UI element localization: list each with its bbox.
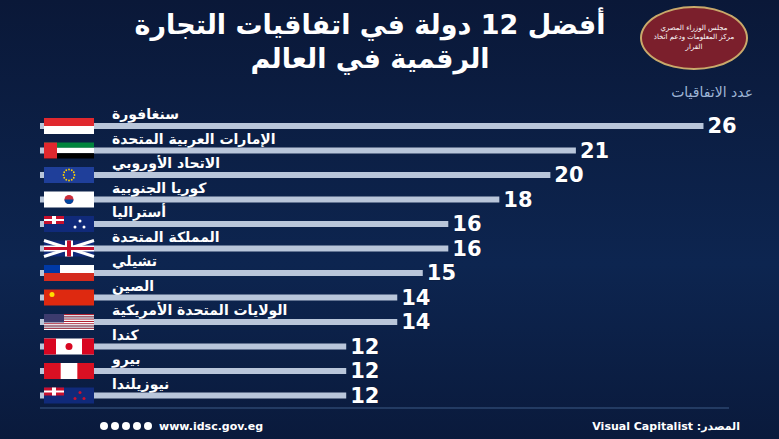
- html-text:مجلس الوزراء المصري: مجلس الوزراء المصري: [660, 24, 728, 33]
- svg-text:12: 12: [350, 335, 379, 359]
- svg-text:16: 16: [452, 237, 481, 261]
- svg-text:21: 21: [580, 139, 609, 163]
- svg-text:بيرو: بيرو: [111, 351, 140, 368]
- svg-text:المملكة المتحدة: المملكة المتحدة: [112, 229, 220, 245]
- svg-text:12: 12: [350, 384, 379, 408]
- svg-text:12: 12: [350, 359, 379, 383]
- svg-text:أستراليا: أستراليا: [112, 203, 166, 221]
- svg-text:26: 26: [707, 114, 736, 138]
- svg-text:16: 16: [452, 212, 481, 236]
- svg-text:15: 15: [427, 261, 456, 285]
- svg-text:الصين: الصين: [112, 278, 154, 295]
- html-text:أفضل 12 دولة في اتفاقيات التجا: أفضل 12 دولة في اتفاقيات التجارة الرقمية…: [134, 9, 606, 74]
- svg-text:نيوزيلندا: نيوزيلندا: [112, 376, 169, 393]
- svg-text:كوريا الجنوبية: كوريا الجنوبية: [112, 180, 207, 197]
- html-text:المصدر: Visual Capitalist: المصدر: Visual Capitalist: [592, 419, 740, 433]
- svg-text:الإمارات العربية المتحدة: الإمارات العربية المتحدة: [112, 131, 276, 148]
- svg-text:14: 14: [401, 286, 430, 310]
- html-text:مركز المعلومات ودعم اتخاذ القر: مركز المعلومات ودعم اتخاذ القرار: [653, 33, 735, 51]
- svg-text:سنغافورة: سنغافورة: [112, 106, 179, 123]
- svg-text:14: 14: [401, 310, 430, 334]
- svg-text:18: 18: [503, 188, 532, 212]
- html-text:عدد الاتفاقيات: عدد الاتفاقيات: [671, 84, 753, 100]
- svg-text:الاتحاد الأوروبي: الاتحاد الأوروبي: [112, 155, 220, 172]
- svg-text:تشيلي: تشيلي: [112, 253, 157, 270]
- html-text:www.idsc.gov.eg: www.idsc.gov.eg: [159, 419, 264, 433]
- svg-text:20: 20: [554, 163, 583, 187]
- svg-text:كندا: كندا: [112, 327, 140, 343]
- svg-text:الولايات المتحدة الأمريكية: الولايات المتحدة الأمريكية: [112, 302, 287, 319]
